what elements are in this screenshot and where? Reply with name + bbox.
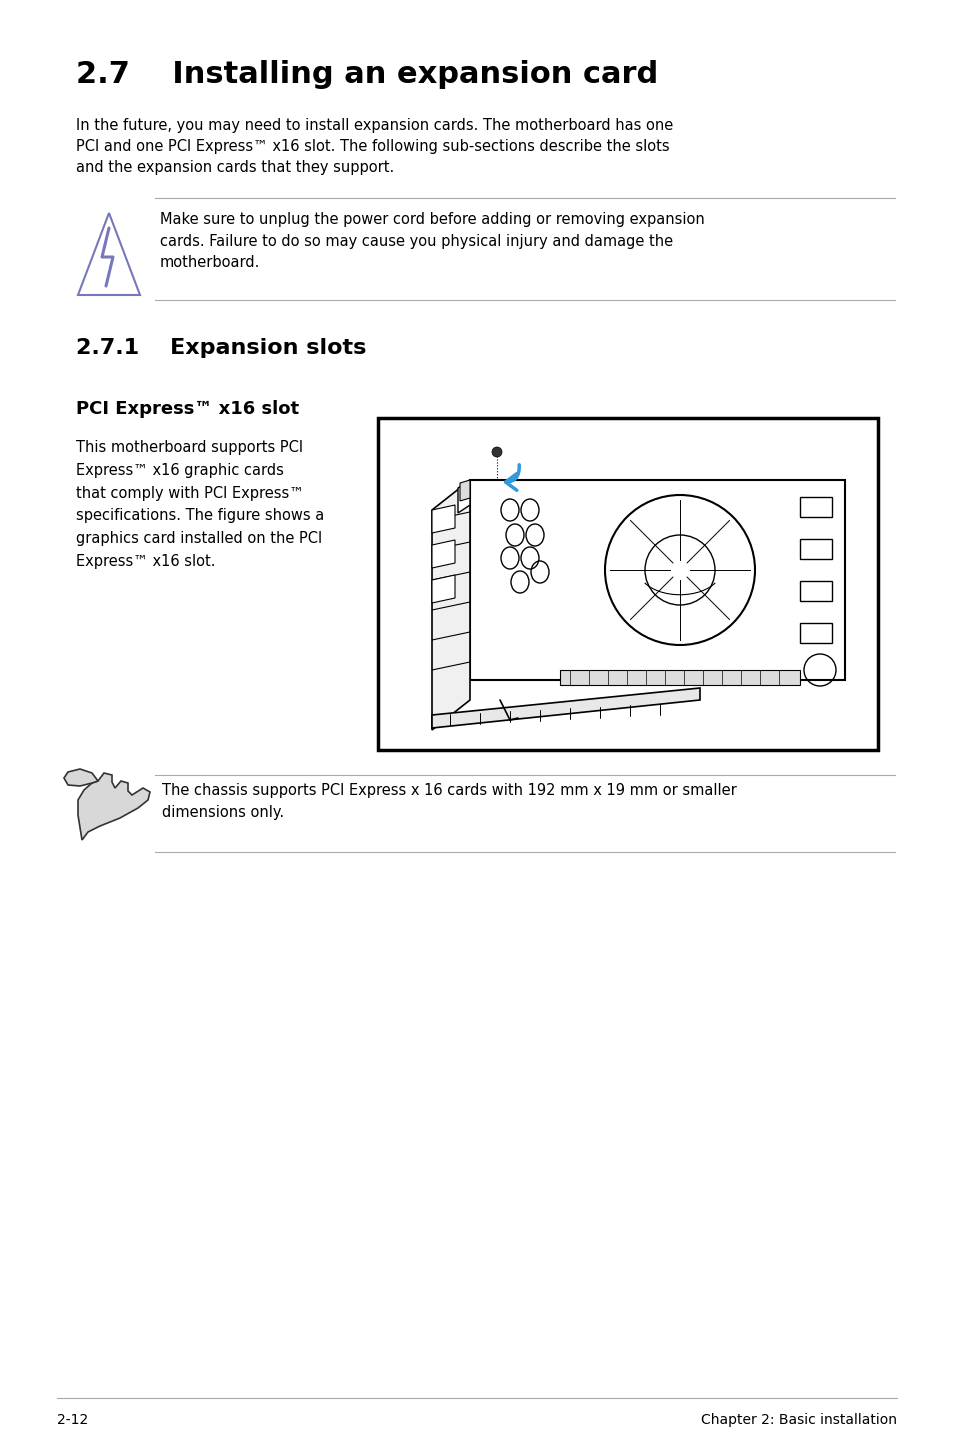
Text: The chassis supports PCI Express x 16 cards with 192 mm x 19 mm or smaller
dimen: The chassis supports PCI Express x 16 ca… bbox=[162, 784, 736, 820]
Text: 2.7.1    Expansion slots: 2.7.1 Expansion slots bbox=[76, 338, 366, 358]
FancyArrowPatch shape bbox=[505, 464, 518, 490]
Polygon shape bbox=[432, 687, 700, 728]
Text: 2.7    Installing an expansion card: 2.7 Installing an expansion card bbox=[76, 60, 658, 89]
Polygon shape bbox=[457, 480, 470, 513]
Text: 2-12: 2-12 bbox=[57, 1414, 89, 1426]
Text: PCI Express™ x16 slot: PCI Express™ x16 slot bbox=[76, 400, 299, 418]
Polygon shape bbox=[432, 575, 455, 603]
Polygon shape bbox=[459, 480, 470, 500]
Circle shape bbox=[492, 447, 501, 457]
Text: In the future, you may need to install expansion cards. The motherboard has one
: In the future, you may need to install e… bbox=[76, 118, 673, 175]
Text: Chapter 2: Basic installation: Chapter 2: Basic installation bbox=[700, 1414, 896, 1426]
Polygon shape bbox=[432, 480, 470, 731]
Polygon shape bbox=[64, 769, 98, 787]
Text: Make sure to unplug the power cord before adding or removing expansion
cards. Fa: Make sure to unplug the power cord befor… bbox=[160, 211, 704, 270]
Text: This motherboard supports PCI
Express™ x16 graphic cards
that comply with PCI Ex: This motherboard supports PCI Express™ x… bbox=[76, 440, 324, 569]
Polygon shape bbox=[78, 774, 150, 840]
Bar bbox=[377, 418, 877, 751]
Polygon shape bbox=[470, 480, 844, 680]
Polygon shape bbox=[432, 505, 455, 533]
Polygon shape bbox=[559, 670, 800, 684]
Polygon shape bbox=[432, 541, 455, 568]
